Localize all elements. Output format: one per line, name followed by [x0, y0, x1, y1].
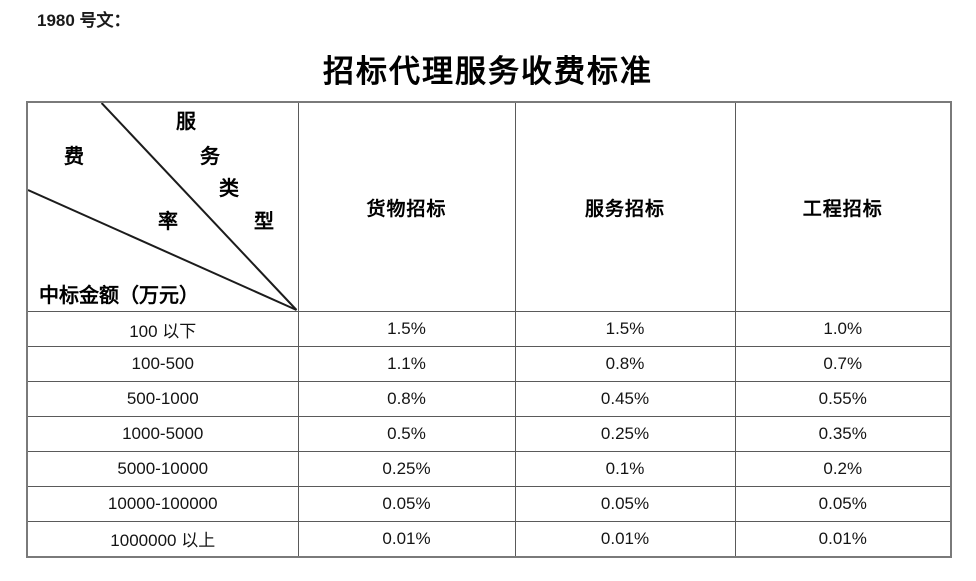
corner-service-char-1: 服: [176, 111, 196, 133]
diagonal-corner-cell: 费 服 务 类 率 型 中标金额（万元）: [26, 101, 299, 312]
table-row: 1000-5000 0.5% 0.25% 0.35%: [26, 416, 952, 452]
rate-cell: 1.1%: [297, 346, 516, 382]
amount-cell: 1000-5000: [26, 416, 299, 452]
fee-standard-table: 费 服 务 类 率 型 中标金额（万元） 货物招标 服务招标 工程招标 100 …: [26, 101, 952, 558]
rate-cell: 0.01%: [514, 521, 736, 557]
amount-cell: 10000-100000: [26, 486, 299, 522]
rate-cell: 0.7%: [734, 346, 952, 382]
corner-fee-char: 费: [64, 146, 84, 168]
rate-cell: 0.05%: [514, 486, 736, 522]
table-row: 1000000 以上 0.01% 0.01% 0.01%: [26, 521, 952, 557]
corner-service-char-3: 类: [219, 178, 239, 200]
amount-cell: 100-500: [26, 346, 299, 382]
corner-rate-char: 率: [158, 211, 178, 233]
table-row: 500-1000 0.8% 0.45% 0.55%: [26, 381, 952, 417]
amount-cell: 1000000 以上: [26, 521, 299, 557]
amount-cell: 500-1000: [26, 381, 299, 417]
rate-cell: 0.2%: [734, 451, 952, 487]
rate-cell: 0.25%: [297, 451, 516, 487]
table-row: 5000-10000 0.25% 0.1% 0.2%: [26, 451, 952, 487]
table-row: 100-500 1.1% 0.8% 0.7%: [26, 346, 952, 382]
document-ref-label: 1980 号文：: [37, 11, 131, 30]
rate-cell: 0.05%: [734, 486, 952, 522]
col-header-engineering: 工程招标: [734, 101, 952, 312]
rate-cell: 0.5%: [297, 416, 516, 452]
corner-service-char-2: 务: [200, 146, 220, 168]
header-row: 费 服 务 类 率 型 中标金额（万元） 货物招标 服务招标 工程招标: [26, 101, 952, 312]
col-header-service: 服务招标: [514, 101, 736, 312]
rate-cell: 0.8%: [514, 346, 736, 382]
corner-amount-axis-label: 中标金额（万元）: [39, 285, 199, 307]
rate-cell: 0.01%: [297, 521, 516, 557]
page-title: 招标代理服务收费标准: [323, 54, 653, 89]
rate-cell: 0.45%: [514, 381, 736, 417]
diagonal-divider-lines: [28, 103, 298, 311]
table-row: 100 以下 1.5% 1.5% 1.0%: [26, 311, 952, 347]
rate-cell: 1.0%: [734, 311, 952, 347]
table-row: 10000-100000 0.05% 0.05% 0.05%: [26, 486, 952, 522]
amount-cell: 100 以下: [26, 311, 299, 347]
amount-cell: 5000-10000: [26, 451, 299, 487]
rate-cell: 0.8%: [297, 381, 516, 417]
rate-cell: 0.1%: [514, 451, 736, 487]
rate-cell: 1.5%: [297, 311, 516, 347]
rate-cell: 0.25%: [514, 416, 736, 452]
rate-cell: 0.35%: [734, 416, 952, 452]
col-header-goods: 货物招标: [297, 101, 516, 312]
rate-cell: 0.01%: [734, 521, 952, 557]
rate-cell: 0.55%: [734, 381, 952, 417]
corner-service-char-4: 型: [254, 211, 274, 233]
rate-cell: 1.5%: [514, 311, 736, 347]
diagonal-corner-content: 费 服 务 类 率 型 中标金额（万元）: [28, 103, 298, 311]
rate-cell: 0.05%: [297, 486, 516, 522]
